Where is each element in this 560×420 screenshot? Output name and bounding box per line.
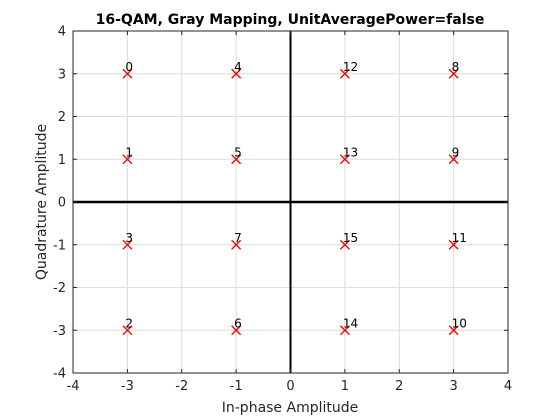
x-marker-stroke (339, 325, 350, 336)
x-marker-stroke (122, 239, 133, 250)
symbol-label: 14 (343, 316, 358, 330)
symbol-label: 10 (452, 316, 467, 330)
y-tick-label: 4 (58, 25, 66, 40)
symbol-label: 11 (452, 231, 467, 245)
constellation-point (231, 68, 242, 79)
symbol-label: 8 (452, 60, 460, 74)
x-marker-stroke (448, 154, 459, 165)
symbol-label: 3 (125, 231, 133, 245)
symbol-label: 5 (234, 145, 242, 159)
zero-axis-lines (73, 31, 508, 373)
constellation-point (122, 239, 133, 250)
symbol-label: 0 (125, 60, 133, 74)
y-tick-label: -4 (53, 367, 66, 382)
symbol-label: 12 (343, 60, 358, 74)
x-marker-stroke (339, 68, 350, 79)
symbol-label: 4 (234, 60, 242, 74)
constellation-point (122, 154, 133, 165)
x-marker-stroke (448, 325, 459, 336)
constellation-point (231, 325, 242, 336)
symbol-label: 15 (343, 231, 358, 245)
y-tick-label: 1 (58, 153, 66, 168)
x-tick-label: -3 (121, 379, 134, 394)
x-marker-stroke (448, 68, 459, 79)
chart-title: 16-QAM, Gray Mapping, UnitAveragePower=f… (96, 12, 485, 28)
x-marker-stroke (231, 239, 242, 250)
x-marker-stroke (122, 325, 133, 336)
constellation-point (339, 154, 350, 165)
constellation-point (122, 325, 133, 336)
y-tick-label: 2 (58, 110, 66, 125)
y-tick-label: -2 (53, 281, 66, 296)
x-tick-label: 1 (341, 379, 349, 394)
x-tick-label: 4 (504, 379, 512, 394)
symbol-labels: 0 4 12 81 5 13 93 7 15 112 6 14 10 (125, 60, 467, 331)
constellation-point (231, 154, 242, 165)
x-tick-label: -2 (175, 379, 188, 394)
constellation-point (339, 68, 350, 79)
constellation-point (231, 239, 242, 250)
x-tick-label: 3 (449, 379, 457, 394)
constellation-point (448, 68, 459, 79)
x-tick-label: 2 (395, 379, 403, 394)
y-tick-label: 0 (58, 196, 66, 211)
y-axis-label: Quadrature Amplitude (34, 124, 50, 280)
x-tick-label: 0 (286, 379, 294, 394)
x-marker-stroke (122, 68, 133, 79)
x-tick-label: -1 (230, 379, 243, 394)
axis-ticks (72, 30, 509, 374)
x-marker-stroke (122, 154, 133, 165)
symbol-label: 2 (125, 316, 133, 330)
symbol-label: 1 (125, 145, 133, 159)
x-tick-label: -4 (67, 379, 80, 394)
x-marker-stroke (231, 325, 242, 336)
x-axis-label: In-phase Amplitude (222, 400, 359, 416)
x-marker-stroke (448, 239, 459, 250)
x-marker-stroke (339, 239, 350, 250)
y-tick-label: -1 (53, 238, 66, 253)
constellation-point (448, 154, 459, 165)
constellation-point (448, 239, 459, 250)
constellation-point (122, 68, 133, 79)
constellation-point (448, 325, 459, 336)
constellation-point (339, 325, 350, 336)
constellation-point (339, 239, 350, 250)
x-marker-stroke (231, 68, 242, 79)
symbol-label: 9 (452, 145, 460, 159)
symbol-label: 7 (234, 231, 242, 245)
x-marker-stroke (339, 154, 350, 165)
x-marker-stroke (231, 154, 242, 165)
y-tick-label: -3 (53, 324, 66, 339)
constellation-markers (122, 68, 459, 336)
symbol-label: 13 (343, 145, 358, 159)
y-tick-label: 3 (58, 67, 66, 82)
symbol-label: 6 (234, 316, 242, 330)
